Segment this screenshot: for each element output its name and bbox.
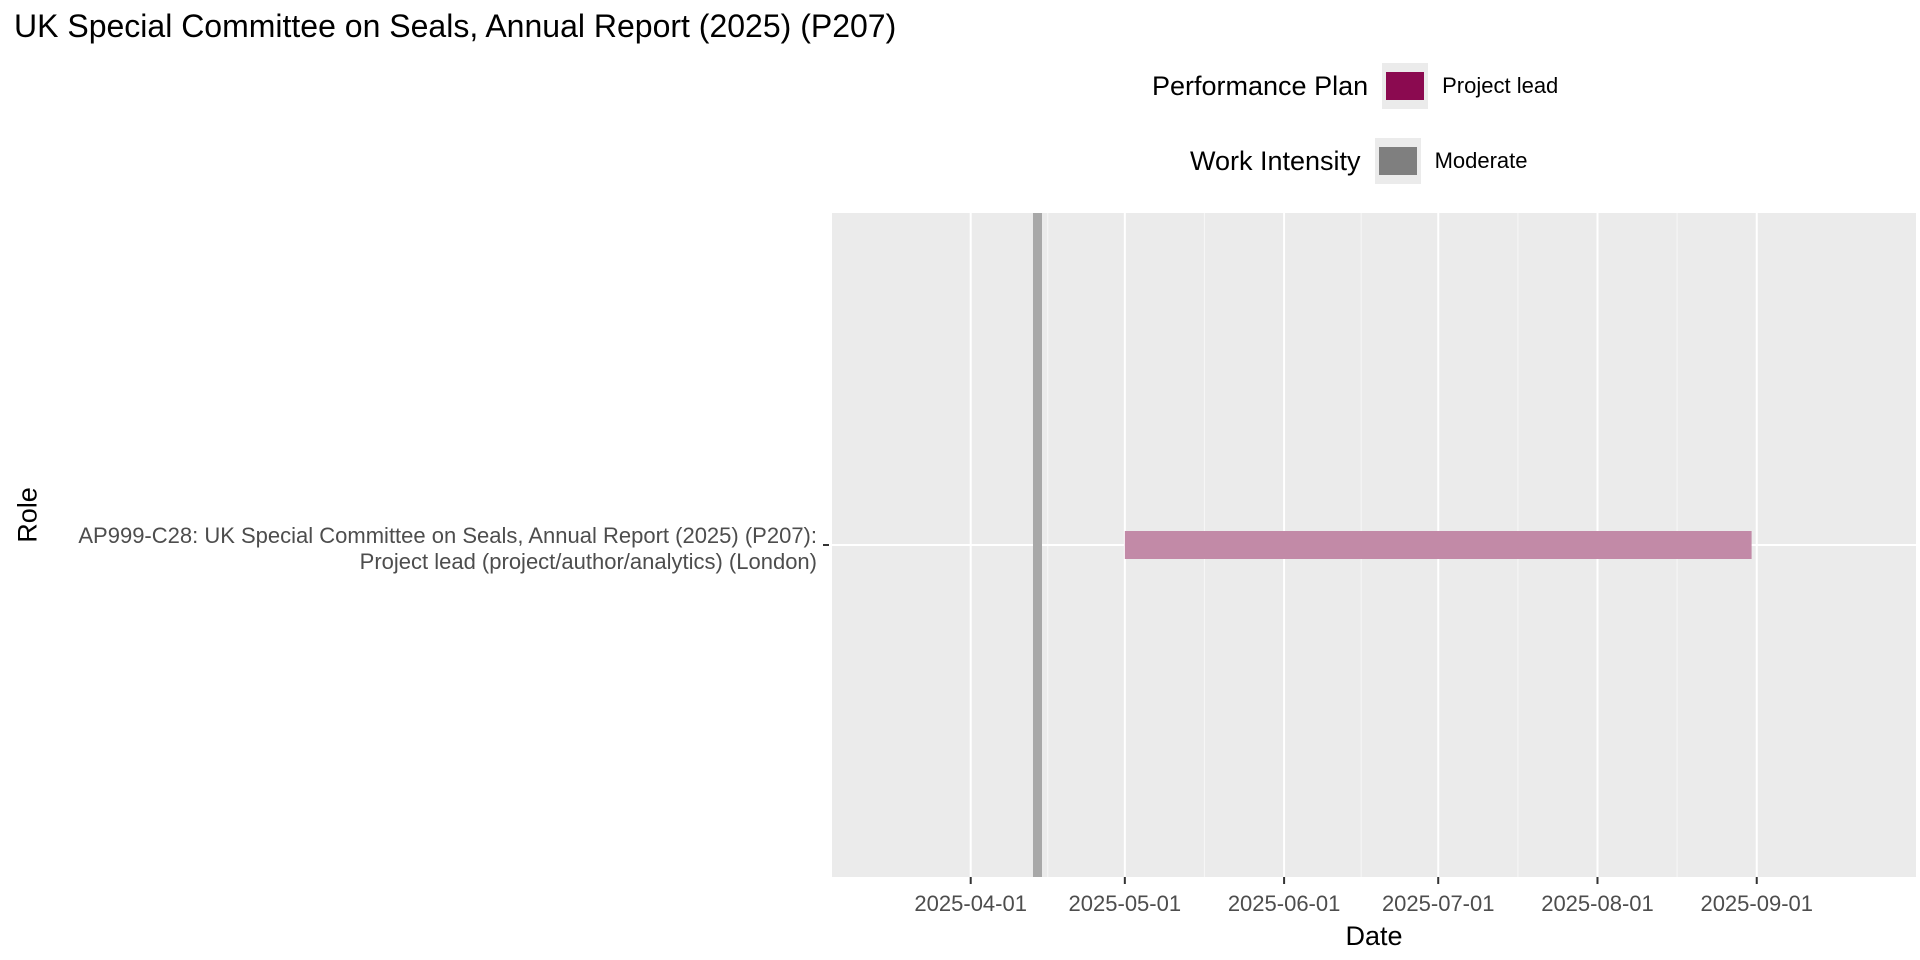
x-tick-label: 2025-05-01 <box>1069 891 1182 916</box>
category-label-line2: Project lead (project/author/analytics) … <box>359 549 817 574</box>
x-axis-title: Date <box>1345 921 1402 951</box>
legend-swatch <box>1386 72 1425 100</box>
chart-title: UK Special Committee on Seals, Annual Re… <box>14 8 897 44</box>
legend-title: Performance Plan <box>1152 70 1369 101</box>
gantt-bar <box>1124 531 1752 559</box>
legend-performance-plan: Performance Plan Project lead <box>1152 63 1558 109</box>
category-label: AP999-C28: UK Special Committee on Seals… <box>78 523 817 575</box>
category-label-line1: AP999-C28: UK Special Committee on Seals… <box>78 523 817 548</box>
x-tick-label: 2025-07-01 <box>1382 891 1495 916</box>
x-tick-label: 2025-08-01 <box>1541 891 1654 916</box>
legend-title: Work Intensity <box>1190 145 1361 176</box>
x-tick-label: 2025-06-01 <box>1228 891 1341 916</box>
legend-key <box>1374 138 1421 184</box>
legend-work-intensity: Work Intensity Moderate <box>1190 138 1528 184</box>
legend-key <box>1382 63 1429 109</box>
x-tick-label: 2025-09-01 <box>1700 891 1813 916</box>
legend-swatch <box>1378 147 1417 175</box>
x-tick-label: 2025-04-01 <box>914 891 1027 916</box>
legend-label: Project lead <box>1442 73 1559 98</box>
legend-label: Moderate <box>1434 148 1528 173</box>
